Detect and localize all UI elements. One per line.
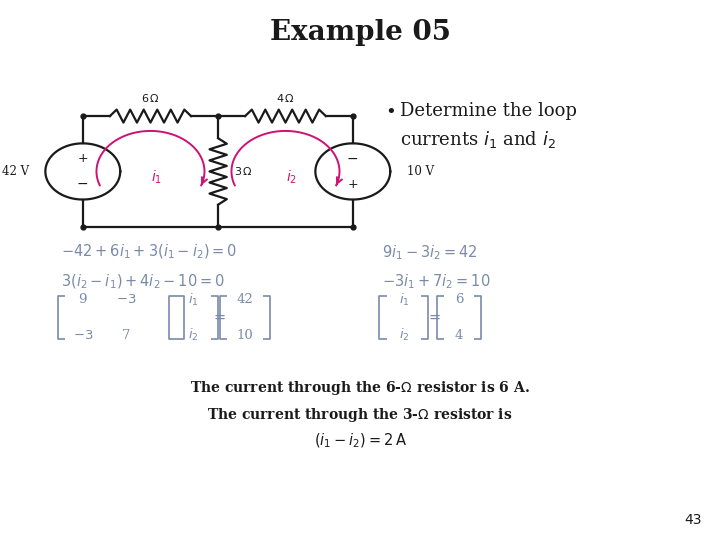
- Text: +: +: [348, 178, 358, 191]
- Text: $-3i_1 + 7i_2 = 10$: $-3i_1 + 7i_2 = 10$: [382, 273, 490, 292]
- Text: =: =: [429, 310, 441, 325]
- Text: 42: 42: [236, 293, 253, 306]
- Text: $i_1$: $i_1$: [150, 168, 162, 186]
- Text: 9: 9: [78, 293, 87, 306]
- Text: Example 05: Example 05: [269, 19, 451, 46]
- Text: $3(i_2 - i_1) + 4i_2 - 10 = 0$: $3(i_2 - i_1) + 4i_2 - 10 = 0$: [61, 273, 225, 291]
- Text: Determine the loop: Determine the loop: [400, 102, 577, 119]
- Text: $3\,\Omega$: $3\,\Omega$: [234, 165, 253, 178]
- Text: $i_2$: $i_2$: [286, 168, 297, 186]
- Text: •: •: [385, 103, 396, 120]
- Text: +: +: [78, 152, 88, 165]
- Text: $6\,\Omega$: $6\,\Omega$: [141, 92, 160, 104]
- Text: $(i_1 - i_2) = 2\,\mathrm{A}$: $(i_1 - i_2) = 2\,\mathrm{A}$: [313, 432, 407, 450]
- Text: currents $i_1$ and $i_2$: currents $i_1$ and $i_2$: [400, 129, 555, 150]
- Text: 10: 10: [236, 329, 253, 342]
- Text: $i_1$: $i_1$: [189, 292, 199, 308]
- Text: $-3$: $-3$: [116, 293, 136, 306]
- Text: −: −: [347, 152, 359, 166]
- Text: $i_1$: $i_1$: [399, 292, 409, 308]
- Text: 10 V: 10 V: [407, 165, 434, 178]
- Text: −: −: [77, 177, 89, 191]
- Text: $-3$: $-3$: [73, 329, 93, 342]
- Text: The current through the 6-$\Omega$ resistor is 6 A.: The current through the 6-$\Omega$ resis…: [190, 379, 530, 397]
- Text: 7: 7: [122, 329, 130, 342]
- Text: $-42 + 6i_1 + 3(i_1 - i_2) = 0$: $-42 + 6i_1 + 3(i_1 - i_2) = 0$: [61, 243, 238, 261]
- Text: 4: 4: [455, 329, 463, 342]
- Text: $9i_1 - 3i_2 = 42$: $9i_1 - 3i_2 = 42$: [382, 243, 477, 262]
- Text: 43: 43: [685, 512, 702, 526]
- Text: 6: 6: [455, 293, 463, 306]
- Text: =: =: [214, 310, 225, 325]
- Text: $4\,\Omega$: $4\,\Omega$: [276, 92, 295, 104]
- Text: $i_2$: $i_2$: [399, 327, 409, 343]
- Text: 42 V: 42 V: [1, 165, 29, 178]
- Text: $i_2$: $i_2$: [189, 327, 199, 343]
- Text: The current through the 3-$\Omega$ resistor is: The current through the 3-$\Omega$ resis…: [207, 406, 513, 424]
